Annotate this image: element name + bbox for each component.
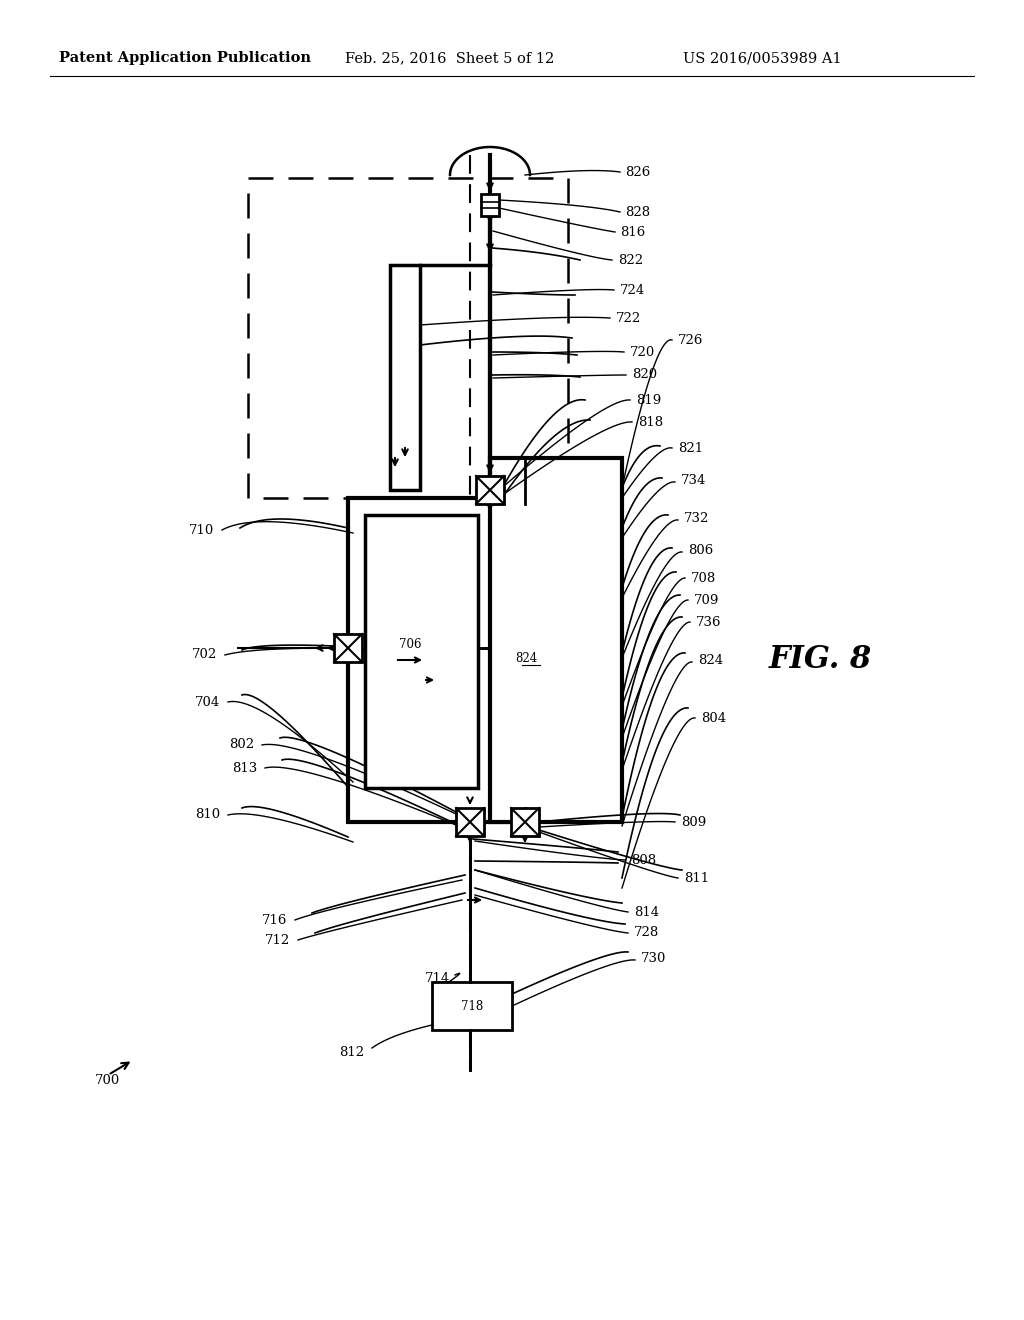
Text: 816: 816 [620,226,645,239]
Text: 708: 708 [691,572,716,585]
Bar [390,265,420,490]
Text: 802: 802 [229,738,254,751]
Text: US 2016/0053989 A1: US 2016/0053989 A1 [683,51,842,65]
Text: 804: 804 [701,711,726,725]
Text: 732: 732 [684,511,710,524]
Text: 709: 709 [694,594,720,606]
Text: 724: 724 [620,284,645,297]
Text: 806: 806 [688,544,714,557]
Text: 712: 712 [265,933,290,946]
Text: 808: 808 [631,854,656,866]
Text: 813: 813 [231,762,257,775]
Bar [456,808,484,836]
Text: 706: 706 [398,639,421,652]
Text: 819: 819 [636,393,662,407]
Text: 826: 826 [625,165,650,178]
Text: 728: 728 [634,927,659,940]
Bar [348,498,535,822]
Text: 718: 718 [461,999,483,1012]
Bar [365,515,478,788]
Text: 818: 818 [638,416,664,429]
Text: 720: 720 [630,346,655,359]
Text: 700: 700 [95,1073,121,1086]
Text: 814: 814 [634,906,659,919]
Text: 810: 810 [195,808,220,821]
Text: 822: 822 [618,253,643,267]
Text: 710: 710 [188,524,214,536]
Text: FIG. 8: FIG. 8 [768,644,871,676]
Text: 702: 702 [191,648,217,661]
Bar [432,982,512,1030]
Text: 820: 820 [632,368,657,381]
Bar [248,178,568,498]
Text: 730: 730 [641,952,667,965]
Text: 734: 734 [681,474,707,487]
Text: 714: 714 [425,972,450,985]
Text: 824: 824 [515,652,538,664]
Text: Feb. 25, 2016  Sheet 5 of 12: Feb. 25, 2016 Sheet 5 of 12 [345,51,555,65]
Text: 828: 828 [625,206,650,219]
Text: 824: 824 [698,653,723,667]
Bar [481,194,499,216]
Text: Patent Application Publication: Patent Application Publication [59,51,311,65]
Text: 812: 812 [339,1045,364,1059]
Text: 716: 716 [261,913,287,927]
Text: 809: 809 [681,816,707,829]
Text: 722: 722 [616,312,641,325]
Text: 821: 821 [678,441,703,454]
Bar [490,458,622,822]
Text: 736: 736 [696,615,722,628]
Bar [476,477,504,504]
Text: 726: 726 [678,334,703,346]
Bar [511,808,539,836]
Text: 811: 811 [684,871,710,884]
Text: 704: 704 [195,696,220,709]
Bar [334,634,362,663]
